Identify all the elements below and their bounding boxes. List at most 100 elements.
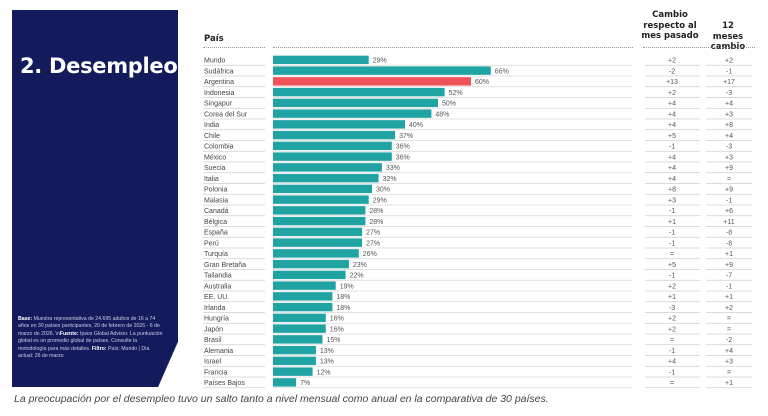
bar [273, 345, 316, 355]
year-change-value: +2 [725, 305, 733, 312]
month-change-value: -1 [669, 230, 675, 237]
bar [273, 130, 396, 140]
country-label: Turquía [204, 251, 228, 258]
bar [273, 173, 379, 183]
bar-value-label: 30% [376, 187, 390, 194]
year-change-value: +9 [725, 165, 733, 172]
month-change-value: +4 [668, 122, 676, 129]
bar-value-label: 32% [383, 176, 397, 183]
country-label: Chile [204, 133, 220, 140]
note-source-label: Fuente: [59, 330, 79, 337]
country-label: Colombia [204, 144, 234, 151]
country-label: Brasil [204, 337, 222, 344]
year-change-value: +17 [723, 79, 735, 86]
bar [273, 120, 405, 129]
country-label: Tailandia [204, 273, 232, 280]
year-change-value: = [727, 176, 731, 183]
bar-value-label: 37% [399, 133, 413, 140]
country-label: Argentina [204, 79, 234, 86]
bar-value-label: 16% [330, 326, 344, 333]
month-change-value: +4 [668, 359, 676, 366]
year-change-value: -8 [726, 240, 732, 247]
year-change-value: +9 [725, 187, 733, 194]
year-change-value: = [727, 316, 731, 323]
month-change-value: -1 [669, 348, 675, 355]
bar [273, 356, 316, 366]
country-label: España [204, 230, 228, 237]
bar-value-label: 33% [386, 165, 400, 172]
bar-highlight [273, 77, 471, 86]
year-change-value: -2 [726, 337, 732, 344]
bar-value-label: 27% [366, 240, 380, 247]
bar [273, 335, 323, 344]
bar [273, 313, 326, 323]
year-change-value: +1 [725, 380, 733, 387]
year-change-value: +1 [725, 294, 733, 301]
bar-value-label: 28% [369, 208, 383, 215]
title-panel: 2. Desempleo Base: Muestra representativ… [12, 10, 178, 387]
year-change-value: -3 [726, 144, 732, 151]
year-change-value: -3 [726, 90, 732, 97]
year-change-value: +9 [725, 262, 733, 269]
bar-value-label: 23% [353, 262, 367, 269]
note-filter-label: Filtro: [91, 345, 107, 352]
month-change-value: +5 [668, 133, 676, 140]
month-change-value: -1 [669, 240, 675, 247]
chart-caption: La preocupación por el desempleo tuvo un… [14, 393, 549, 405]
note-base-text: Muestra representativa de 24.695 adultos… [18, 316, 160, 337]
bar [273, 302, 333, 312]
year-change-value: +8 [725, 122, 733, 129]
year-change-value: +2 [725, 58, 733, 65]
bar-value-label: 27% [366, 230, 380, 237]
month-change-value: +2 [668, 58, 676, 65]
bar-value-label: 26% [363, 251, 377, 258]
bar [273, 195, 369, 204]
bar-value-label: 29% [373, 197, 387, 204]
country-label: Sudáfrica [204, 68, 234, 75]
page-title: 2. Desempleo [20, 54, 178, 78]
bar-value-label: 66% [495, 68, 509, 75]
country-label: Irlanda [204, 305, 226, 312]
country-label: Corea del Sur [204, 111, 248, 118]
month-change-value: +2 [668, 283, 676, 290]
bar-value-label: 15% [327, 337, 341, 344]
country-label: Indonesia [204, 90, 234, 97]
bar [273, 367, 313, 376]
year-change-value: -8 [726, 230, 732, 237]
bar-value-label: 16% [330, 316, 344, 323]
month-change-value: +8 [668, 187, 676, 194]
bar-value-label: 52% [449, 90, 463, 97]
bar [273, 227, 363, 237]
bar [273, 87, 445, 97]
country-label: Países Bajos [204, 380, 245, 387]
country-label: Francia [204, 369, 227, 376]
country-label: Bélgica [204, 219, 227, 226]
note-base-label: Base: [18, 316, 33, 322]
country-label: México [204, 154, 226, 161]
change-header-divider [643, 47, 755, 48]
country-label: Suecia [204, 165, 226, 172]
year-change-value: -7 [726, 273, 732, 280]
country-label: Australia [204, 283, 231, 290]
country-label: Malasia [204, 197, 228, 204]
bar [273, 152, 392, 161]
bar-value-label: 60% [475, 79, 489, 86]
month-change-value: -1 [669, 208, 675, 215]
bar [273, 206, 366, 215]
month-change-value: -3 [669, 305, 675, 312]
bar-value-label: 18% [336, 305, 350, 312]
bar [273, 163, 382, 172]
year-change-value: = [727, 326, 731, 333]
month-change-value: -1 [669, 369, 675, 376]
bar-value-label: 29% [373, 58, 387, 65]
month-change-value: +2 [668, 90, 676, 97]
month-change-column-header: Cambio respecto al mes pasado [641, 10, 699, 41]
month-change-value: +1 [668, 219, 676, 226]
country-label: Singapur [204, 101, 233, 108]
country-label: Gran Bretaña [204, 262, 246, 269]
bar [273, 249, 359, 258]
bar [273, 259, 349, 269]
country-label: Perú [204, 240, 219, 247]
bar-value-label: 13% [320, 359, 334, 366]
bar-value-label: 7% [300, 380, 310, 387]
